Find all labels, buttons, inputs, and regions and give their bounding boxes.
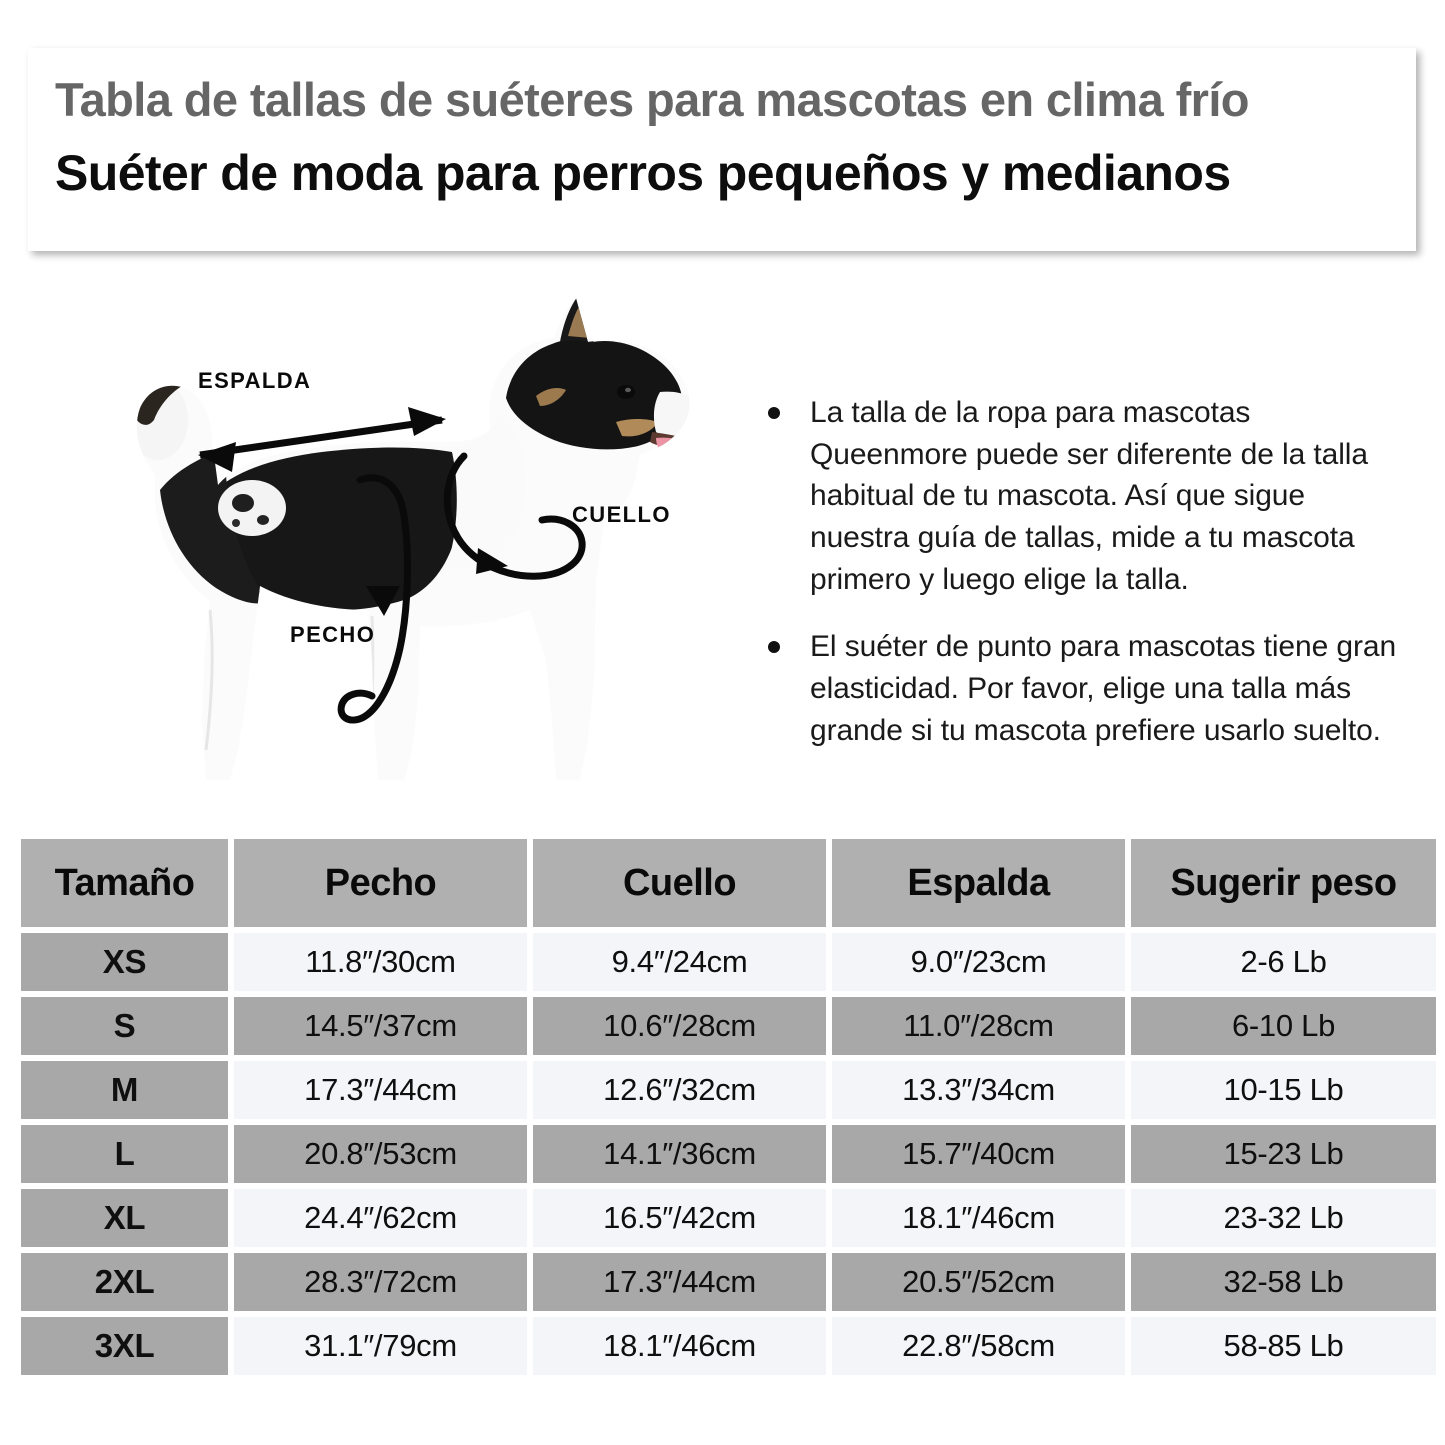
table-row: XL 24.4″/62cm 16.5″/42cm 18.1″/46cm 23-3…: [21, 1189, 1436, 1247]
cell-weight: 2-6 Lb: [1131, 933, 1436, 991]
cell-size: 2XL: [21, 1253, 228, 1311]
page-subtitle: Tabla de tallas de suéteres para mascota…: [55, 73, 1249, 126]
cell-chest: 20.8″/53cm: [234, 1125, 527, 1183]
cell-back: 15.7″/40cm: [832, 1125, 1125, 1183]
table-row: M 17.3″/44cm 12.6″/32cm 13.3″/34cm 10-15…: [21, 1061, 1436, 1119]
cell-neck: 9.4″/24cm: [533, 933, 826, 991]
cell-back: 9.0″/23cm: [832, 933, 1125, 991]
cell-neck: 17.3″/44cm: [533, 1253, 826, 1311]
cell-back: 13.3″/34cm: [832, 1061, 1125, 1119]
cell-chest: 14.5″/37cm: [234, 997, 527, 1055]
label-pecho: PECHO: [290, 622, 376, 647]
table-row: 2XL 28.3″/72cm 17.3″/44cm 20.5″/52cm 32-…: [21, 1253, 1436, 1311]
note-text: El suéter de punto para mascotas tiene g…: [810, 630, 1397, 747]
cell-size: L: [21, 1125, 228, 1183]
chest-measure-arrow: [337, 474, 411, 724]
column-header-weight: Sugerir peso: [1131, 839, 1436, 927]
table-row: XS 11.8″/30cm 9.4″/24cm 9.0″/23cm 2-6 Lb: [21, 933, 1436, 991]
column-header-back: Espalda: [832, 839, 1125, 927]
back-measure-arrow: [198, 407, 446, 472]
note-text: La talla de la ropa para mascotas Queenm…: [810, 396, 1368, 596]
table-row: S 14.5″/37cm 10.6″/28cm 11.0″/28cm 6-10 …: [21, 997, 1436, 1055]
cell-back: 18.1″/46cm: [832, 1189, 1125, 1247]
table-row: L 20.8″/53cm 14.1″/36cm 15.7″/40cm 15-23…: [21, 1125, 1436, 1183]
cell-weight: 23-32 Lb: [1131, 1189, 1436, 1247]
cell-neck: 12.6″/32cm: [533, 1061, 826, 1119]
column-header-chest: Pecho: [234, 839, 527, 927]
dog-measurement-illustration: [60, 280, 750, 820]
cell-neck: 18.1″/46cm: [533, 1317, 826, 1375]
column-header-neck: Cuello: [533, 839, 826, 927]
bullet-icon: [768, 407, 780, 419]
cell-size: M: [21, 1061, 228, 1119]
cell-back: 11.0″/28cm: [832, 997, 1125, 1055]
sizing-notes-list: La talla de la ropa para mascotas Queenm…: [758, 392, 1398, 778]
cell-chest: 28.3″/72cm: [234, 1253, 527, 1311]
table-row: 3XL 31.1″/79cm 18.1″/46cm 22.8″/58cm 58-…: [21, 1317, 1436, 1375]
size-chart-table: Tamaño Pecho Cuello Espalda Sugerir peso…: [15, 833, 1442, 1381]
cell-neck: 14.1″/36cm: [533, 1125, 826, 1183]
cell-neck: 16.5″/42cm: [533, 1189, 826, 1247]
neck-measure-arrow: [443, 452, 586, 580]
cell-chest: 11.8″/30cm: [234, 933, 527, 991]
cell-weight: 15-23 Lb: [1131, 1125, 1436, 1183]
list-item: El suéter de punto para mascotas tiene g…: [758, 626, 1398, 751]
cell-weight: 32-58 Lb: [1131, 1253, 1436, 1311]
title-card: Tabla de tallas de suéteres para mascota…: [28, 48, 1416, 251]
cell-size: 3XL: [21, 1317, 228, 1375]
cell-weight: 6-10 Lb: [1131, 997, 1436, 1055]
cell-neck: 10.6″/28cm: [533, 997, 826, 1055]
page-title: Suéter de moda para perros pequeños y me…: [55, 145, 1231, 201]
label-cuello: CUELLO: [572, 502, 671, 527]
cell-size: XS: [21, 933, 228, 991]
cell-weight: 10-15 Lb: [1131, 1061, 1436, 1119]
cell-chest: 31.1″/79cm: [234, 1317, 527, 1375]
cell-size: XL: [21, 1189, 228, 1247]
table-header-row: Tamaño Pecho Cuello Espalda Sugerir peso: [21, 839, 1436, 927]
cell-weight: 58-85 Lb: [1131, 1317, 1436, 1375]
list-item: La talla de la ropa para mascotas Queenm…: [758, 392, 1398, 600]
bullet-icon: [768, 641, 780, 654]
column-header-size: Tamaño: [21, 839, 228, 927]
label-espalda: ESPALDA: [198, 368, 312, 393]
cell-chest: 17.3″/44cm: [234, 1061, 527, 1119]
cell-chest: 24.4″/62cm: [234, 1189, 527, 1247]
cell-back: 22.8″/58cm: [832, 1317, 1125, 1375]
cell-back: 20.5″/52cm: [832, 1253, 1125, 1311]
dog-photo-graphic: [136, 298, 690, 780]
cell-size: S: [21, 997, 228, 1055]
